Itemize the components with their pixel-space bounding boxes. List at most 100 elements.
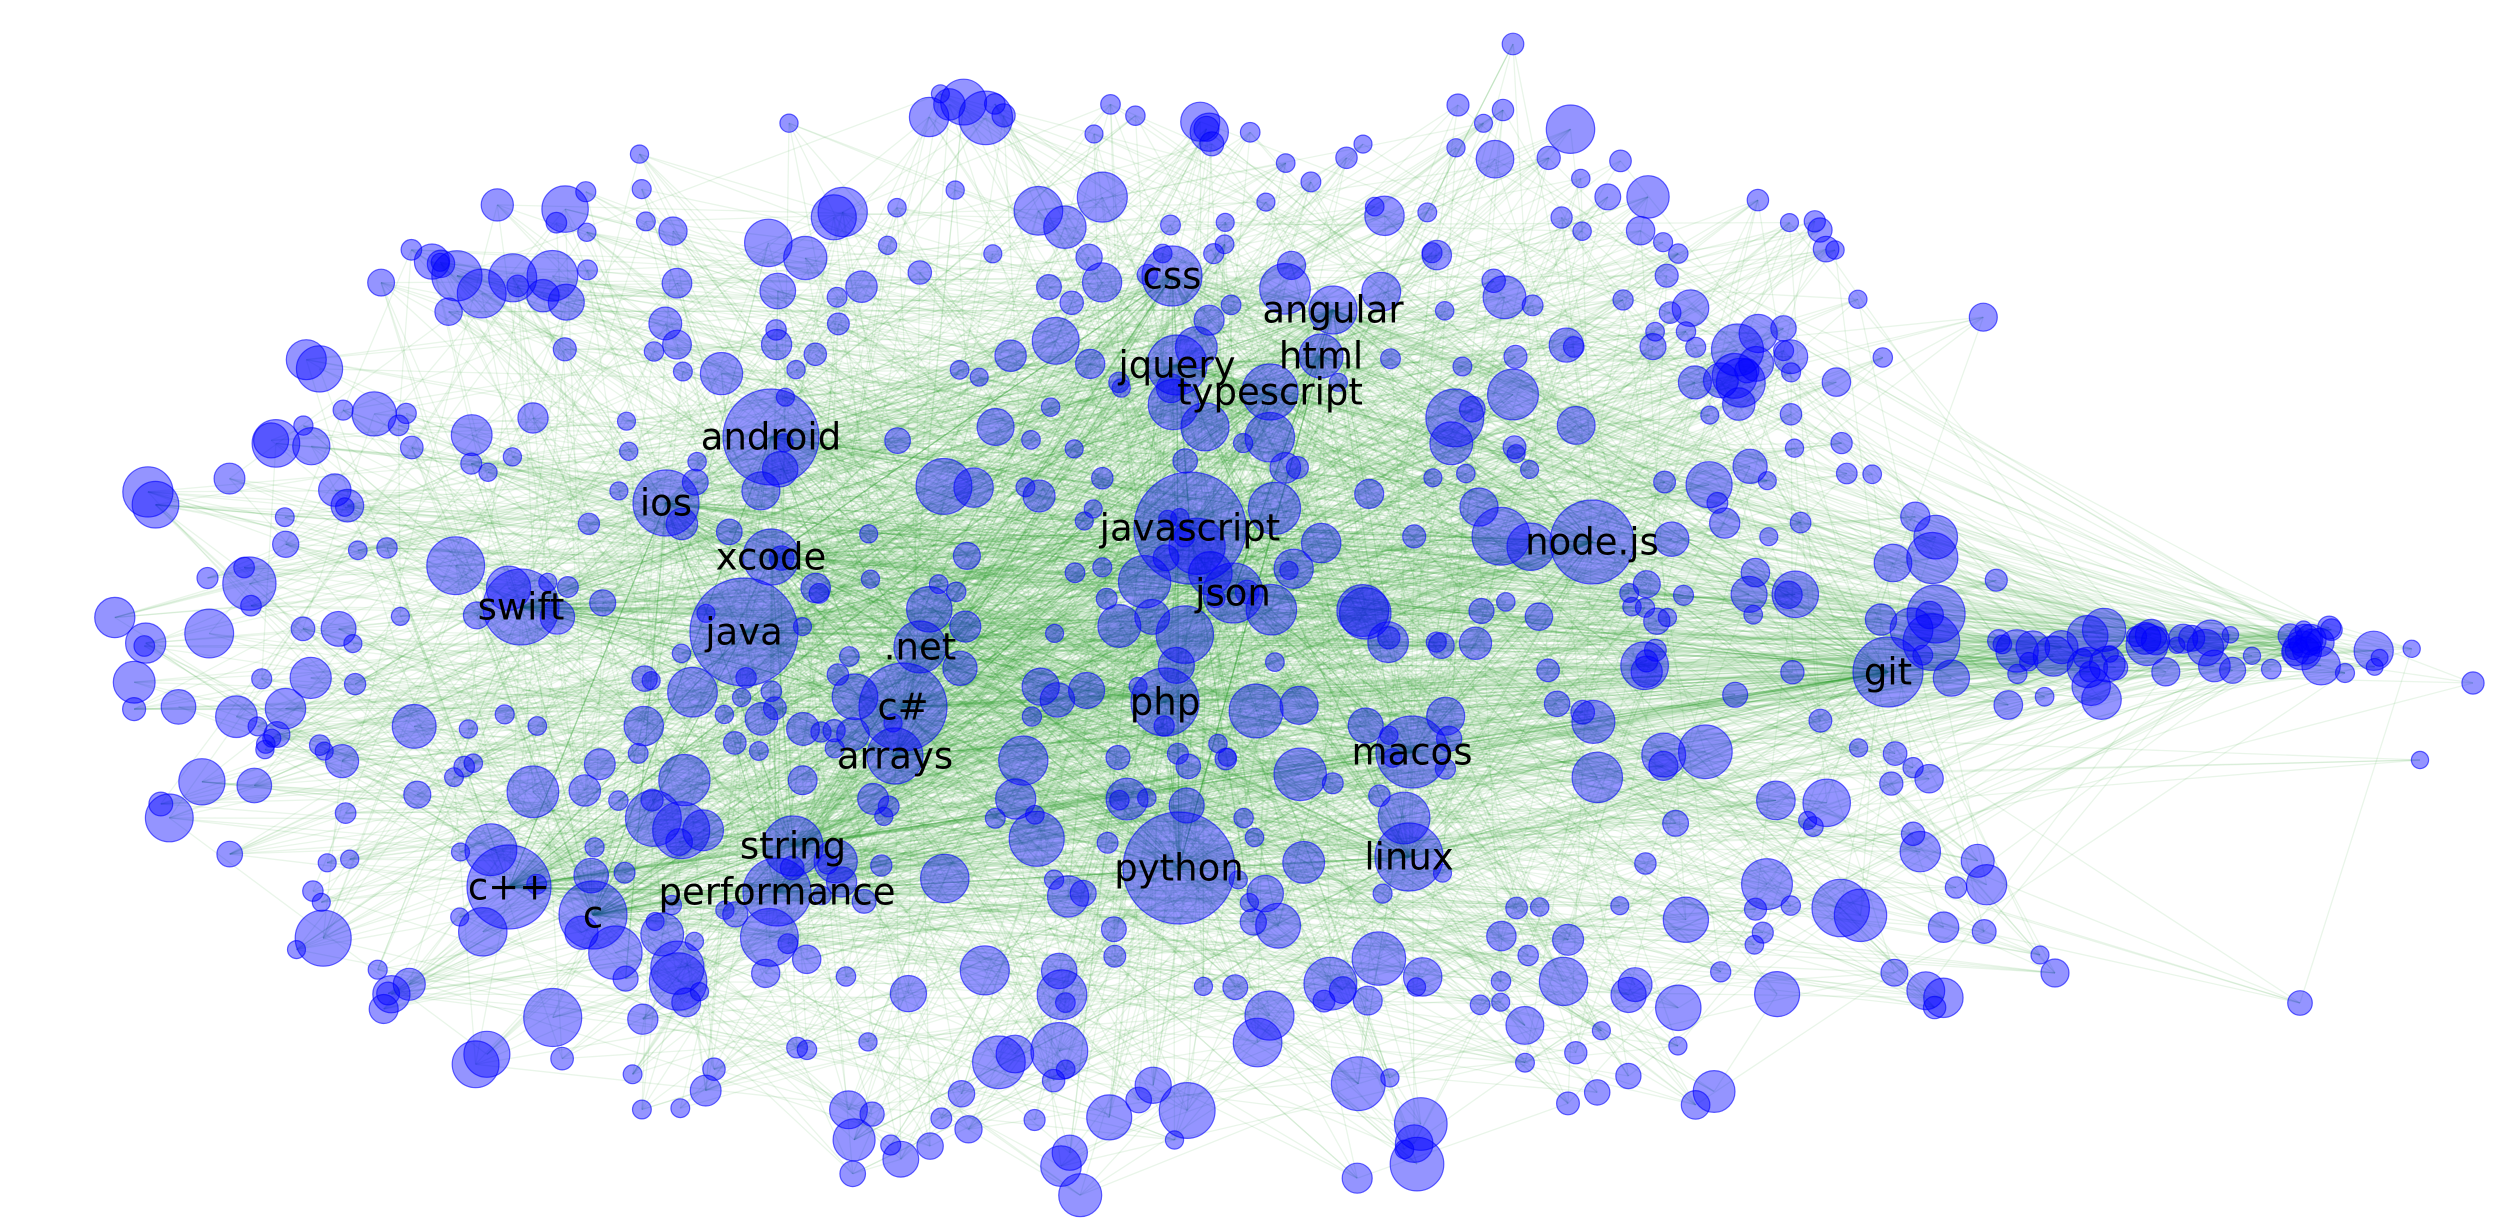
edge	[201, 373, 722, 783]
node	[1330, 1056, 1386, 1112]
edge	[592, 914, 687, 1003]
edge	[588, 523, 1145, 583]
edge	[1176, 364, 1180, 869]
edge	[792, 355, 1322, 847]
edge	[894, 706, 904, 757]
node	[340, 849, 360, 869]
node	[1944, 876, 1968, 899]
edge	[770, 436, 1633, 608]
node	[1035, 274, 1062, 301]
node	[1873, 543, 1913, 583]
edge	[770, 556, 1410, 858]
edge	[645, 201, 1266, 223]
node	[1434, 300, 1455, 321]
edge	[1176, 364, 1394, 759]
edge	[694, 856, 1410, 943]
edge	[1232, 592, 2029, 663]
edge	[1061, 994, 1679, 1009]
node	[1159, 214, 1181, 236]
edge	[285, 249, 412, 545]
edge	[1232, 309, 1334, 594]
edge	[1176, 364, 2018, 675]
edge	[795, 369, 1017, 800]
node	[907, 260, 933, 285]
edge	[508, 527, 1191, 888]
edge	[1178, 856, 1410, 869]
node	[1069, 879, 1097, 907]
edge	[1685, 331, 1896, 973]
node	[1389, 1136, 1445, 1192]
edge	[896, 207, 1163, 255]
node	[1214, 234, 1235, 255]
edge	[508, 502, 667, 888]
edge	[618, 355, 1322, 802]
edge	[919, 391, 1271, 648]
edge	[1069, 701, 1166, 1153]
edge	[894, 592, 1234, 757]
edge	[1171, 275, 1741, 384]
node	[1285, 455, 1310, 480]
edge	[1408, 751, 1413, 858]
node	[1264, 652, 1285, 672]
edge	[1232, 309, 1334, 594]
edge	[354, 556, 772, 685]
edge	[894, 755, 1119, 759]
node	[274, 507, 295, 528]
edge	[1164, 657, 2380, 703]
node	[1671, 289, 1710, 328]
edge	[409, 751, 1413, 985]
edge	[665, 436, 772, 504]
edge	[894, 275, 1173, 757]
edge	[377, 969, 931, 1147]
edge	[770, 556, 904, 708]
node	[2402, 639, 2421, 659]
edge	[1176, 309, 1334, 366]
node	[1421, 242, 1443, 264]
edge	[1790, 372, 1794, 673]
edge	[517, 275, 1173, 287]
edge	[1171, 275, 1413, 753]
edge	[1232, 309, 1334, 594]
edge	[741, 696, 1410, 858]
node	[550, 1046, 574, 1071]
edge	[508, 671, 1889, 888]
edge	[520, 606, 745, 633]
node	[619, 441, 639, 461]
edge	[776, 646, 921, 893]
node	[1879, 771, 1904, 796]
edge	[919, 646, 1413, 753]
edge	[770, 355, 1322, 438]
edge	[520, 572, 1211, 608]
edge	[1178, 751, 1413, 869]
edge	[776, 856, 1410, 893]
node	[1594, 183, 1622, 211]
edge	[652, 751, 1413, 801]
node	[216, 840, 244, 868]
edge	[1189, 527, 1593, 543]
edge	[743, 508, 1094, 633]
edge	[592, 914, 1678, 1047]
node	[1551, 923, 1585, 956]
edge	[743, 541, 1593, 633]
node	[1336, 583, 1390, 637]
edge	[1189, 527, 1569, 941]
edge	[847, 253, 1164, 1111]
node	[1244, 990, 1295, 1041]
edge	[792, 282, 1103, 847]
node	[576, 259, 598, 281]
edge	[894, 671, 1889, 757]
node	[1519, 459, 1540, 480]
node	[1708, 507, 1741, 539]
edge	[894, 224, 1172, 757]
edge	[995, 817, 1180, 869]
node	[994, 339, 1027, 372]
node	[1922, 995, 1947, 1020]
node	[320, 610, 357, 647]
edge	[345, 606, 522, 814]
edge	[919, 646, 1254, 923]
edge	[1178, 527, 1191, 869]
node	[835, 966, 857, 987]
edge	[919, 646, 1119, 759]
edge	[1171, 275, 1367, 726]
edge	[520, 606, 1410, 858]
